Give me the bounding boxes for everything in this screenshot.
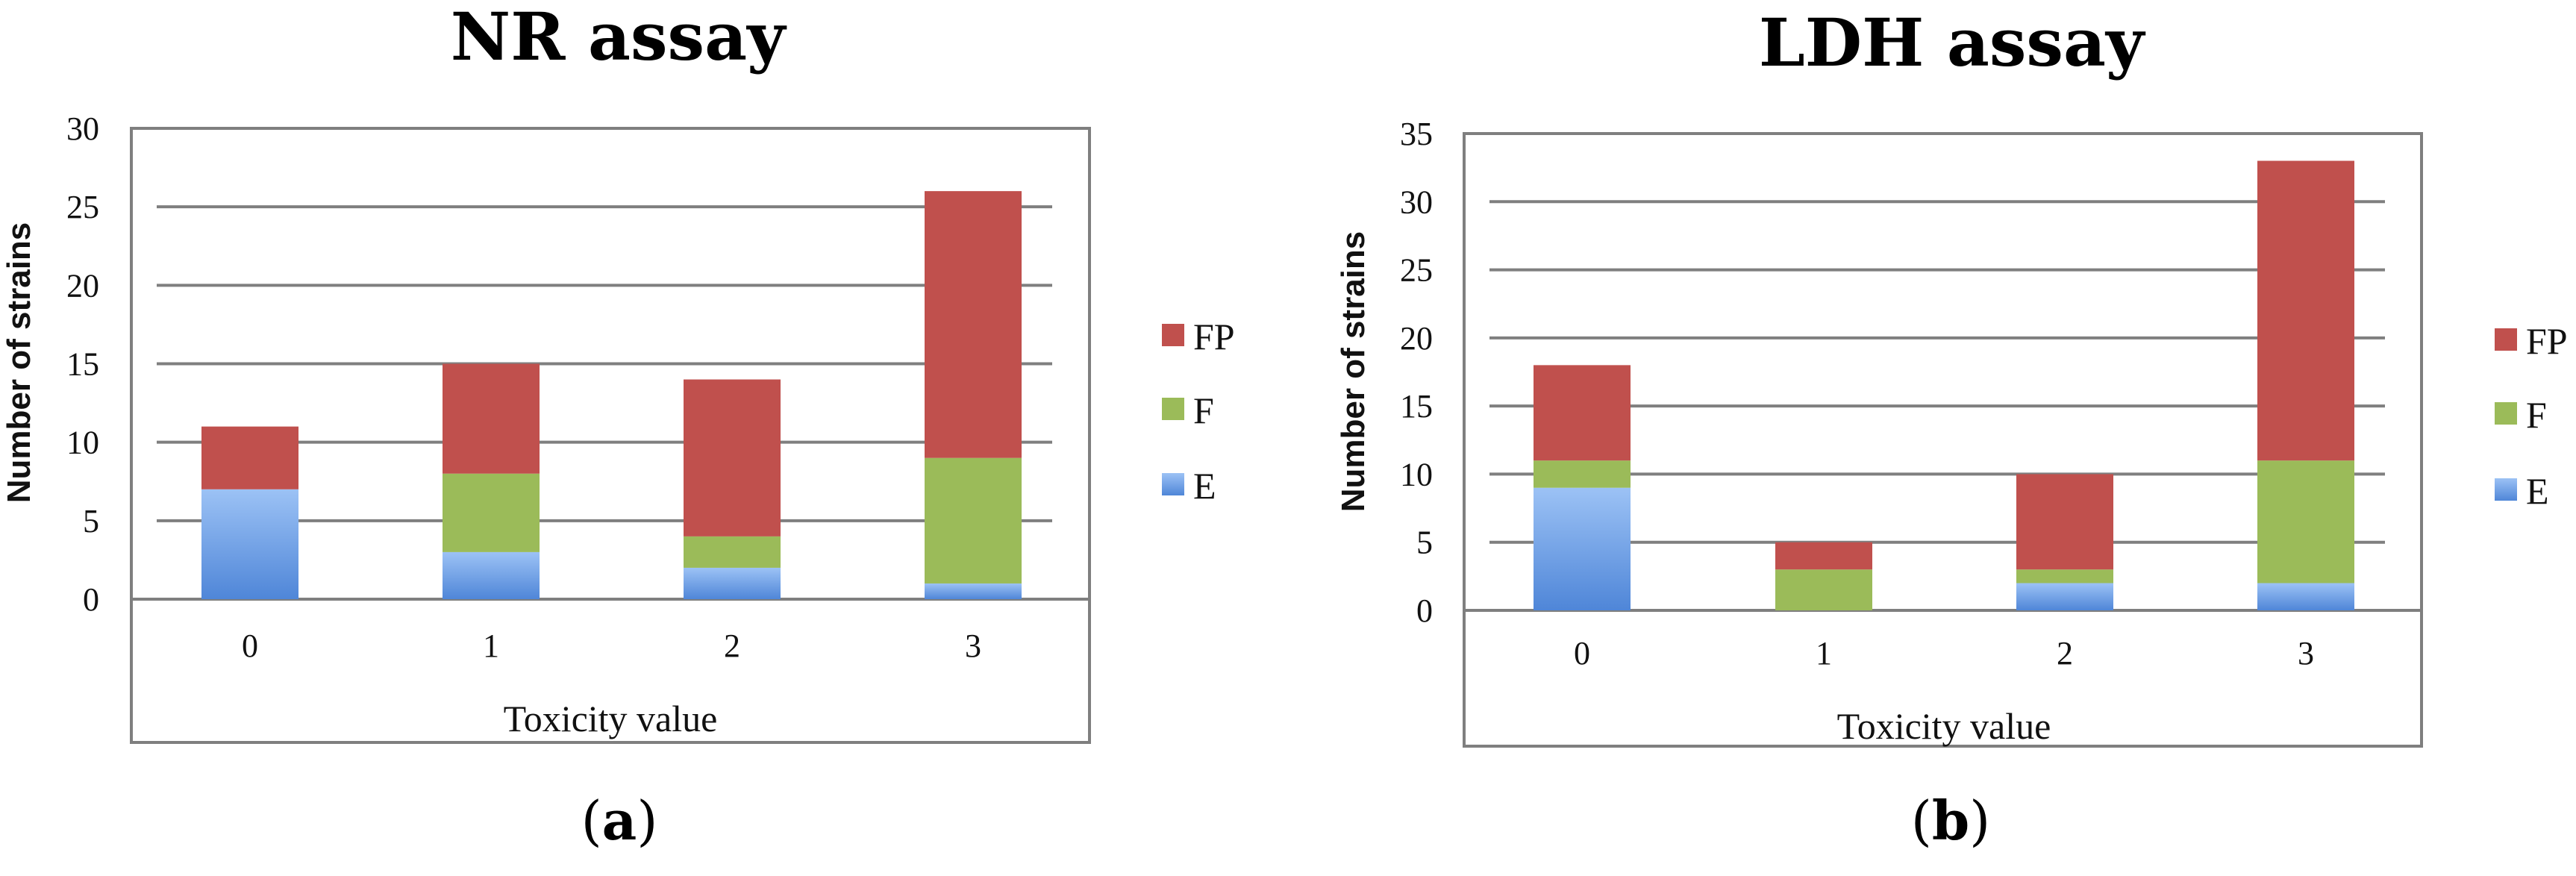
x-tick-label: 1 bbox=[483, 628, 499, 664]
bar-segment-fp bbox=[2016, 474, 2113, 570]
y-tick-label: 30 bbox=[66, 110, 99, 147]
bar-segment-e bbox=[443, 551, 540, 599]
y-tick-label: 20 bbox=[1400, 320, 1433, 357]
bar-segment-e bbox=[925, 583, 1022, 599]
caption-open-paren: ( bbox=[581, 789, 602, 852]
y-tick-label: 0 bbox=[83, 581, 99, 618]
legend-swatch-f bbox=[1162, 398, 1184, 420]
x-tick-label: 3 bbox=[2298, 635, 2314, 672]
caption-open-paren: ( bbox=[1911, 789, 1932, 852]
bar-segment-fp bbox=[201, 426, 298, 489]
y-tick-label: 35 bbox=[1400, 116, 1433, 152]
caption-close-paren: ) bbox=[1969, 789, 1990, 852]
x-tick-label: 0 bbox=[242, 628, 258, 664]
legend-swatch-fp bbox=[2495, 328, 2517, 351]
y-tick-label: 5 bbox=[1416, 525, 1433, 561]
bar-segment-f bbox=[925, 457, 1022, 584]
legend-label-e: E bbox=[2526, 470, 2549, 512]
bar-segment-fp bbox=[2257, 160, 2354, 461]
x-tick-label: 3 bbox=[965, 628, 981, 664]
bar-segment-fp bbox=[684, 379, 781, 536]
caption-letter: a bbox=[602, 789, 637, 852]
bar-segment-e bbox=[201, 489, 298, 599]
y-tick-label: 0 bbox=[1416, 592, 1433, 629]
y-tick-label: 30 bbox=[1400, 184, 1433, 220]
chart-ldh-assay: LDH assay 0 5 10 15 20 25 30 35 0 1 2 3 Toxicity valu… bbox=[1335, 4, 2568, 852]
bar-segment-f bbox=[2257, 460, 2354, 584]
chart-nr-assay: NR assay 0 5 10 15 20 25 30 0 1 2 3 Toxicity value Nu… bbox=[1, 0, 1235, 852]
chart-title: NR assay bbox=[451, 0, 787, 75]
bar-segment-fp bbox=[1534, 365, 1631, 461]
panel-caption: (a) bbox=[581, 789, 658, 852]
legend-swatch-fp bbox=[1162, 324, 1184, 346]
bar-segment-e bbox=[2016, 583, 2113, 610]
y-axis-label: Number of strains bbox=[1335, 231, 1372, 513]
y-tick-label: 20 bbox=[66, 267, 99, 304]
y-tick-label: 25 bbox=[1400, 252, 1433, 289]
y-axis-label: Number of strains bbox=[1, 222, 37, 504]
y-tick-label: 15 bbox=[1400, 388, 1433, 425]
bar-segment-e bbox=[1534, 487, 1631, 610]
bar-segment-fp bbox=[925, 191, 1022, 458]
x-tick-label: 2 bbox=[2057, 635, 2073, 672]
y-tick-label: 15 bbox=[66, 346, 99, 383]
caption-close-paren: ) bbox=[637, 789, 657, 852]
bar-segment-fp bbox=[443, 363, 540, 474]
y-tick-label: 25 bbox=[66, 189, 99, 225]
legend-swatch-e bbox=[2495, 478, 2517, 501]
legend-swatch-f bbox=[2495, 402, 2517, 425]
legend-label-e: E bbox=[1193, 465, 1216, 507]
y-tick-label: 5 bbox=[83, 503, 99, 539]
bar-segment-f bbox=[1534, 460, 1631, 488]
x-tick-label: 2 bbox=[724, 628, 740, 664]
bar-segment-f bbox=[684, 536, 781, 568]
x-tick-label: 0 bbox=[1574, 635, 1590, 672]
bar-segment-fp bbox=[1775, 542, 1872, 570]
bar-segment-e bbox=[684, 567, 781, 599]
x-axis-label: Toxicity value bbox=[504, 698, 718, 739]
legend-label-f: F bbox=[2526, 394, 2547, 436]
x-axis-label: Toxicity value bbox=[1837, 705, 2051, 747]
caption-letter: b bbox=[1932, 789, 1969, 852]
y-tick-label: 10 bbox=[66, 425, 99, 461]
y-tick-label: 10 bbox=[1400, 456, 1433, 492]
x-tick-label: 1 bbox=[1816, 635, 1832, 672]
legend-label-fp: FP bbox=[2526, 320, 2568, 362]
bar-segment-f bbox=[1775, 569, 1872, 610]
bar-segment-e bbox=[2257, 583, 2354, 610]
legend-label-f: F bbox=[1193, 389, 1214, 431]
bar-segment-f bbox=[2016, 569, 2113, 584]
legend-swatch-e bbox=[1162, 473, 1184, 495]
panel-caption: (b) bbox=[1911, 789, 1991, 852]
bar-segment-f bbox=[443, 473, 540, 552]
legend-label-fp: FP bbox=[1193, 316, 1235, 357]
chart-title: LDH assay bbox=[1759, 4, 2146, 81]
